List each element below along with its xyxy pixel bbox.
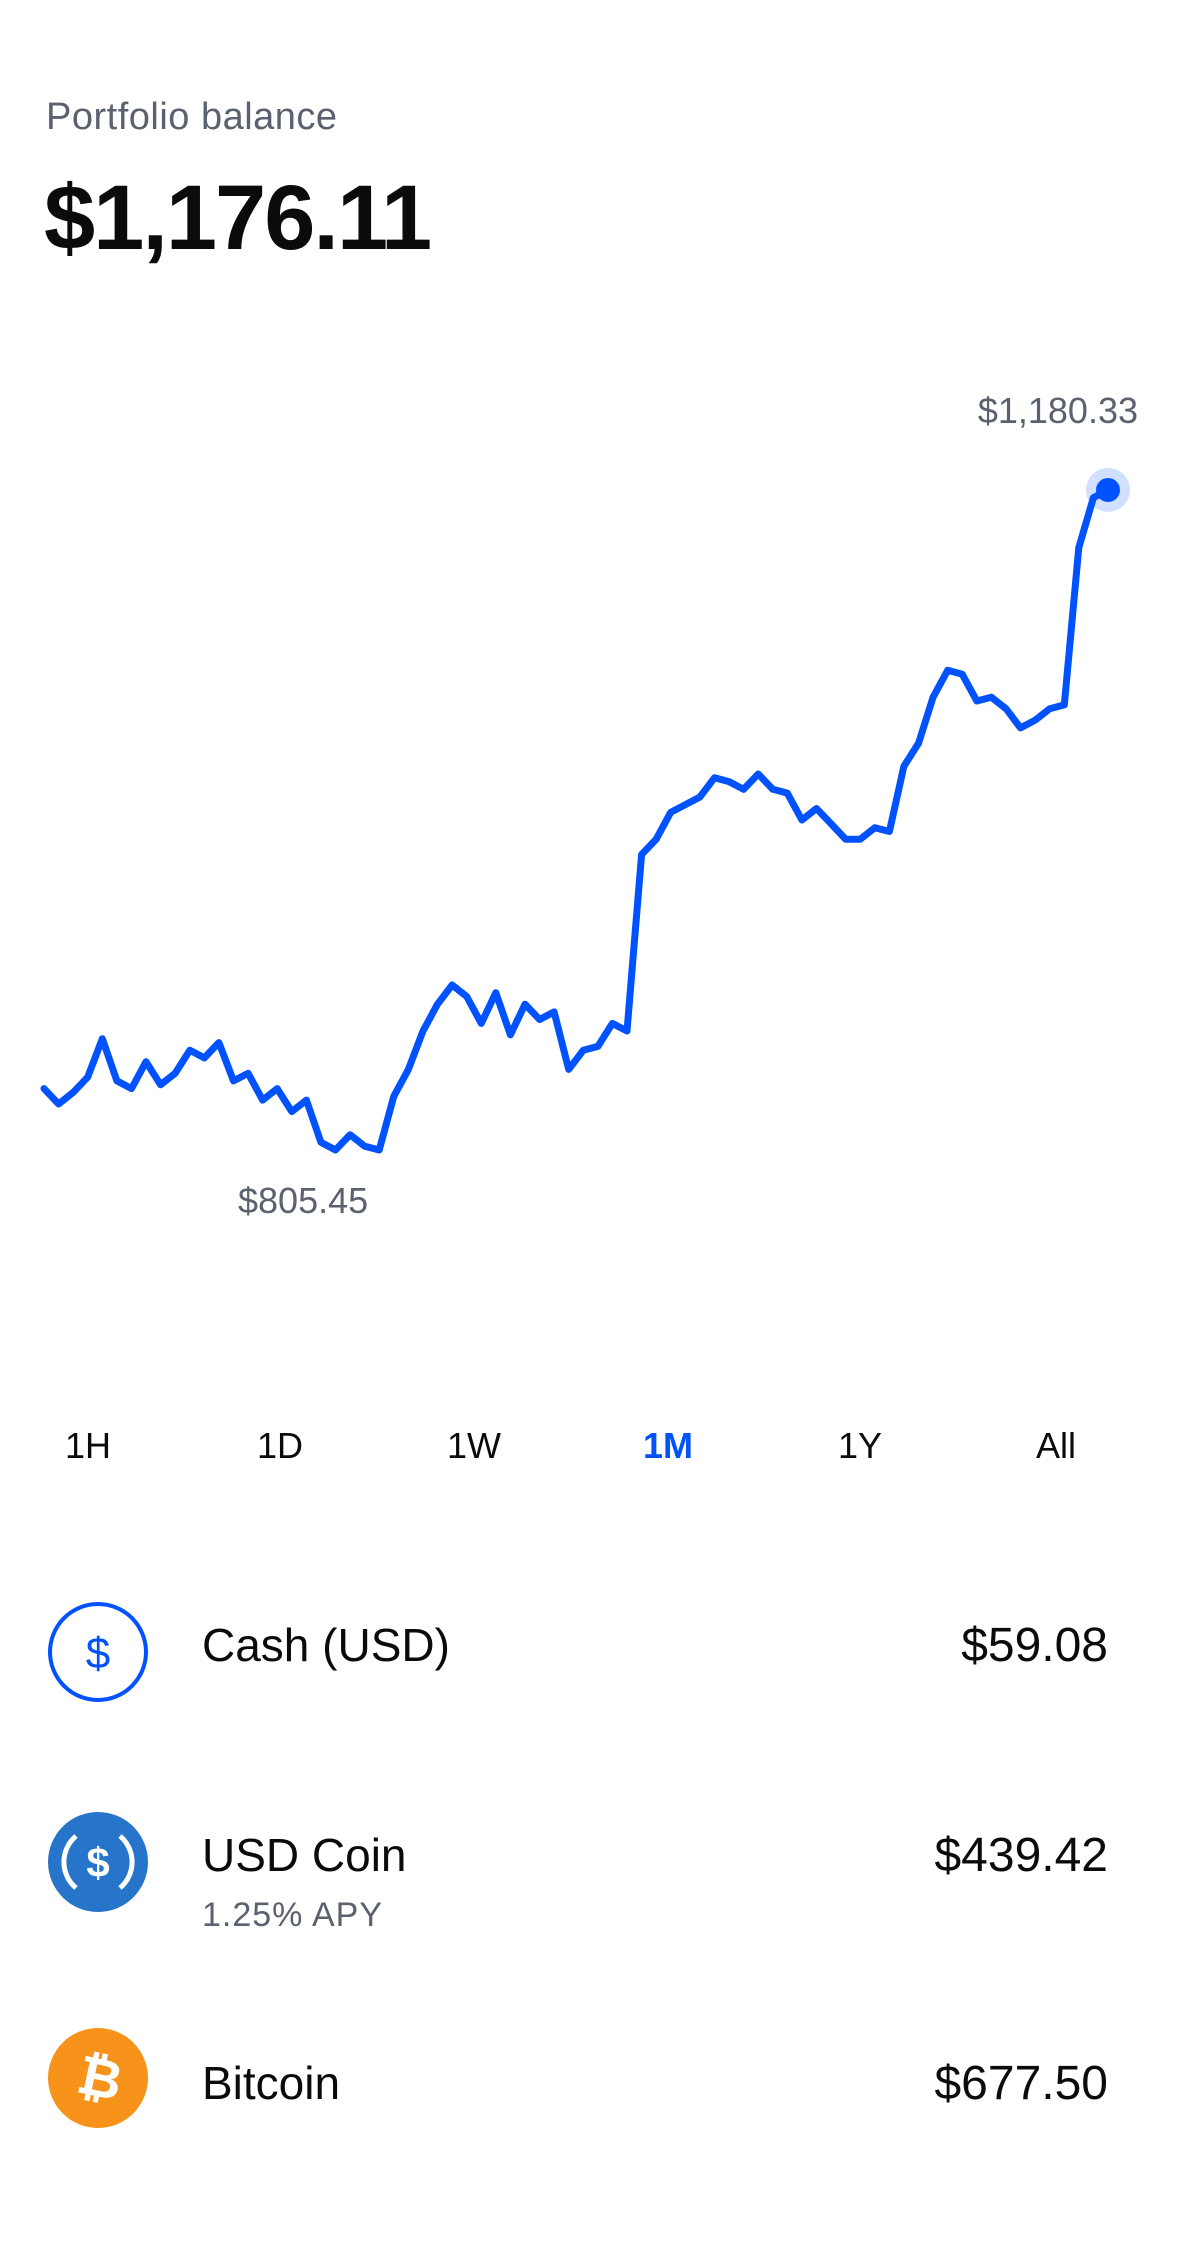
chart-min-label: $805.45 (238, 1180, 369, 1221)
asset-value: $59.08 (961, 1619, 1108, 1672)
chart-max-label: $1,180.33 (977, 390, 1138, 431)
asset-value: $439.42 (934, 1829, 1108, 1882)
range-1y-button[interactable]: 1Y (837, 1425, 883, 1466)
portfolio-value-line (40, 486, 1112, 1154)
portfolio-balance-label: Portfolio balance (46, 96, 338, 138)
range-1h-button[interactable]: 1H (64, 1425, 112, 1466)
range-1d-button[interactable]: 1D (256, 1425, 304, 1466)
svg-text:$: $ (86, 1839, 109, 1886)
asset-name: USD Coin (202, 1829, 407, 1881)
portfolio-balance-value: $1,176.11 (44, 167, 432, 269)
asset-name: Bitcoin (202, 2057, 341, 2109)
asset-name: Cash (USD) (202, 1619, 450, 1671)
asset-list: $ Cash (USD) $59.08 $ USD Coin 1.25% APY… (0, 1600, 1184, 2230)
dollar-outline-icon: $ (46, 1600, 150, 1704)
asset-row-cash[interactable]: $ Cash (USD) $59.08 (0, 1600, 1184, 1810)
asset-value: $677.50 (934, 2057, 1108, 2110)
usdc-icon: $ (46, 1810, 150, 1914)
range-1m-button[interactable]: 1M (642, 1425, 693, 1466)
range-all-button[interactable]: All (1035, 1425, 1076, 1466)
range-1w-button[interactable]: 1W (447, 1425, 501, 1466)
asset-row-usd-coin[interactable]: $ USD Coin 1.25% APY $439.42 (0, 1810, 1184, 2020)
asset-apy: 1.25% APY (202, 1896, 384, 1934)
asset-row-bitcoin[interactable]: ₿ Bitcoin $677.50 (0, 2020, 1184, 2230)
time-range-selector: 1H 1D 1W 1M 1Y All (0, 1425, 1184, 1485)
current-point-marker (1096, 478, 1120, 502)
bitcoin-icon: ₿ (46, 2026, 150, 2130)
svg-text:$: $ (86, 1629, 110, 1678)
portfolio-chart[interactable]: $1,180.33 $805.45 (0, 360, 1184, 1260)
portfolio-line-chart[interactable] (0, 360, 1184, 1260)
